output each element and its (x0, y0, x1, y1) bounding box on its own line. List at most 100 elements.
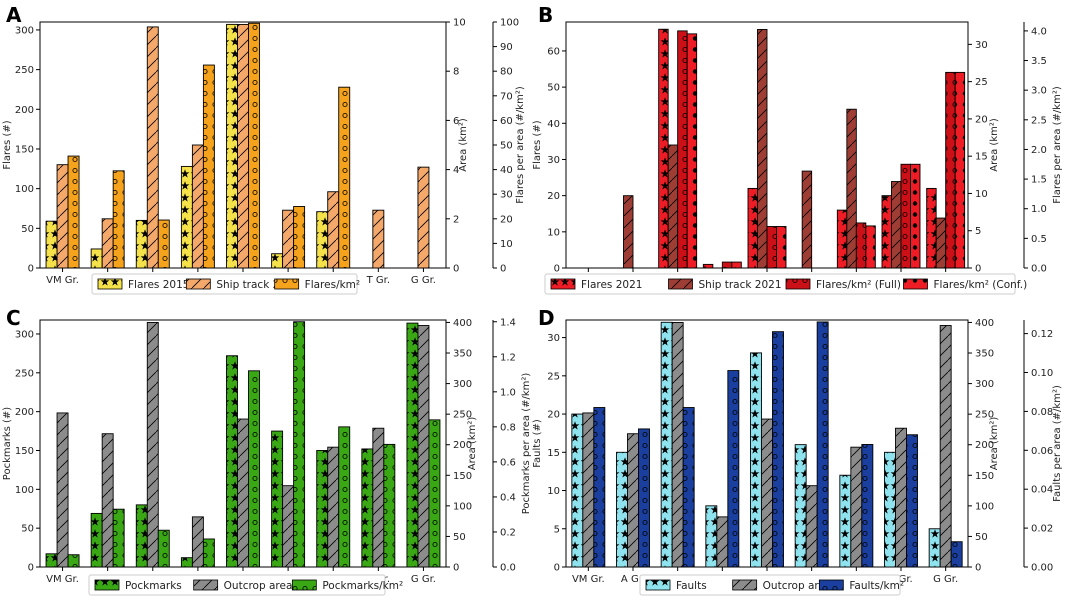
bar-flares-2015-s-gr-pattern (271, 253, 284, 269)
left-tick-label: 150 (15, 144, 34, 155)
bar-ship-track-2015-ag-fm (191, 144, 204, 269)
bar-faults-a-gr (616, 451, 628, 568)
left-tick-label: 0 (554, 264, 560, 275)
legend-swatch-pattern (94, 579, 120, 591)
bar-faults-km-b-fm (861, 444, 874, 568)
right-axis-label: Area (km²) (989, 417, 1000, 471)
bar-pockmarks-km-a-gr (112, 508, 125, 568)
right-tick-label: 200 (975, 440, 994, 451)
bar-flares-2021-ag-fm (702, 263, 714, 269)
right-tick-label: 100 (453, 501, 472, 512)
bar-flares-km-conf-g-gr (954, 71, 966, 269)
bar-outcrop-area-kt-gr-pattern (761, 418, 773, 568)
legend-label: Flares 2021 (581, 279, 642, 291)
bar-pockmarks-km-a-gr-pattern (112, 508, 125, 568)
bar-flares-km-conf-kt-gr (776, 226, 787, 269)
far-tick-label: 1.4 (500, 317, 516, 328)
left-tick-label: 15 (547, 448, 560, 459)
bar-flares-km-a-gr-pattern (112, 170, 125, 269)
left-axis-label: Pockmarks (#) (2, 407, 13, 481)
bar-outcrop-area-kt-gr (237, 418, 249, 568)
bar-outcrop-area-j-s-gr (146, 321, 159, 568)
far-axis-label: Flares per area (#/km²) (515, 86, 526, 204)
bar-ship-track-2015-g-gr-pattern (417, 166, 430, 269)
left-tick-label: 100 (15, 184, 34, 195)
right-tick-label: 350 (453, 349, 472, 360)
bar-flares-km-ag-fm (202, 64, 215, 269)
bar-flares-km-full-j-s-gr (677, 30, 688, 269)
bar-ship-track-2015-t-gr (372, 209, 385, 269)
bar-outcrop-area-j-s-gr-pattern (671, 321, 684, 568)
bar-flares-km-conf-kt-gr-pattern (776, 226, 787, 269)
bar-flares-2015-j-s-gr-pattern (135, 219, 148, 269)
right-tick-label: 0 (453, 264, 459, 275)
bar-flares-2021-ag-fm-pattern (702, 263, 714, 269)
bar-flares-km-s-gr-pattern (293, 206, 306, 269)
right-tick-label: 8 (453, 67, 459, 78)
bar-faults-kt-gr-pattern (750, 352, 762, 568)
bar-flares-km-b-fm-pattern (338, 86, 351, 269)
legend-swatch-pattern (193, 579, 219, 591)
bar-flares-km-full-t-gr (900, 163, 911, 269)
bar-pockmarks-km-j-s-gr (157, 529, 170, 568)
bar-ship-track-2015-vm-gr-pattern (56, 164, 69, 269)
bar-faults-t-gr-pattern (884, 451, 896, 568)
legend-swatch-pattern (97, 278, 123, 290)
left-tick-label: 20 (547, 191, 560, 202)
legend: Flares 2015 Ship track 2015 Flares/km² (91, 273, 360, 295)
bar-outcrop-area-t-gr (895, 427, 907, 568)
bar-outcrop-area-t-gr-pattern (372, 427, 385, 568)
bar-pockmarks-b-fm-pattern (316, 450, 329, 568)
far-tick-label: 1.0 (1031, 204, 1047, 215)
bar-flares-km-full-b-fm-pattern (855, 222, 867, 269)
far-axis-label: Faults per area (#/km²) (1052, 385, 1063, 502)
far-tick-label: 2.5 (1031, 115, 1047, 126)
legend-label: Flares 2015 (128, 279, 189, 291)
legend-label: Faults/km² (849, 580, 904, 592)
bar-flares-km-full-g-gr (945, 71, 956, 269)
right-axis-label: Area (km²) (458, 118, 469, 172)
bar-pockmarks-km-t-gr-pattern (383, 443, 396, 568)
bar-flares-2021-t-gr (881, 195, 892, 269)
bar-flares-km-full-t-gr-pattern (900, 163, 911, 269)
far-tick-label: 0 (500, 264, 506, 275)
bar-ship-track-2015-b-fm-pattern (327, 191, 340, 269)
far-tick-label: 90 (500, 42, 513, 53)
bar-ship-track-2015-s-gr (282, 209, 295, 269)
bar-ship-track-2015-a-gr (101, 218, 114, 269)
bar-pockmarks-km-ag-fm-pattern (202, 538, 215, 568)
bar-flares-km-full-ag-fm (721, 261, 733, 269)
far-tick-label: 0.0 (1031, 264, 1047, 275)
bar-flares-km-j-s-gr (157, 219, 170, 269)
bar-flares-km-j-s-gr-pattern (157, 219, 170, 269)
legend-label: Faults (676, 580, 707, 592)
bar-ship-track-2015-ag-fm-pattern (191, 144, 204, 269)
bar-outcrop-area-vm-gr (56, 412, 69, 568)
right-tick-label: 50 (975, 532, 988, 543)
far-tick-label: 100 (500, 18, 519, 29)
right-tick-label: 2 (453, 214, 459, 225)
bar-ship-track-2021-a-gr-pattern (623, 195, 634, 269)
bar-faults-j-s-gr-pattern (660, 321, 673, 568)
legend-swatch-pattern (668, 278, 693, 290)
right-tick-label: 350 (975, 349, 994, 360)
bar-flares-km-vm-gr (67, 155, 80, 269)
bar-ship-track-2015-j-s-gr-pattern (146, 26, 159, 269)
bar-flares-km-kt-gr (248, 22, 260, 269)
left-tick-label: 10 (547, 486, 560, 497)
bar-flares-2015-a-gr-pattern (90, 248, 103, 269)
left-tick-label: 300 (15, 329, 34, 340)
far-tick-label: 1.0 (500, 387, 516, 398)
right-tick-label: 250 (975, 410, 994, 421)
far-tick-label: 20 (500, 214, 513, 225)
bar-outcrop-area-s-gr-pattern (282, 485, 295, 568)
far-tick-label: 0.0 (500, 563, 516, 574)
bar-outcrop-area-s-gr-pattern (805, 485, 818, 568)
bar-flares-2015-vm-gr (45, 220, 58, 269)
legend-entry-outcrop-area: Outcrop area (732, 579, 831, 592)
far-tick-label: 40 (500, 165, 513, 176)
legend-entry-flares-2015: Flares 2015 (97, 278, 189, 291)
legend-entry-flares-km-full: Flares/km² (Full) (785, 278, 901, 291)
bar-outcrop-area-t-gr (372, 427, 385, 568)
legend: Faults Outcrop area Faults/km² (639, 574, 904, 596)
